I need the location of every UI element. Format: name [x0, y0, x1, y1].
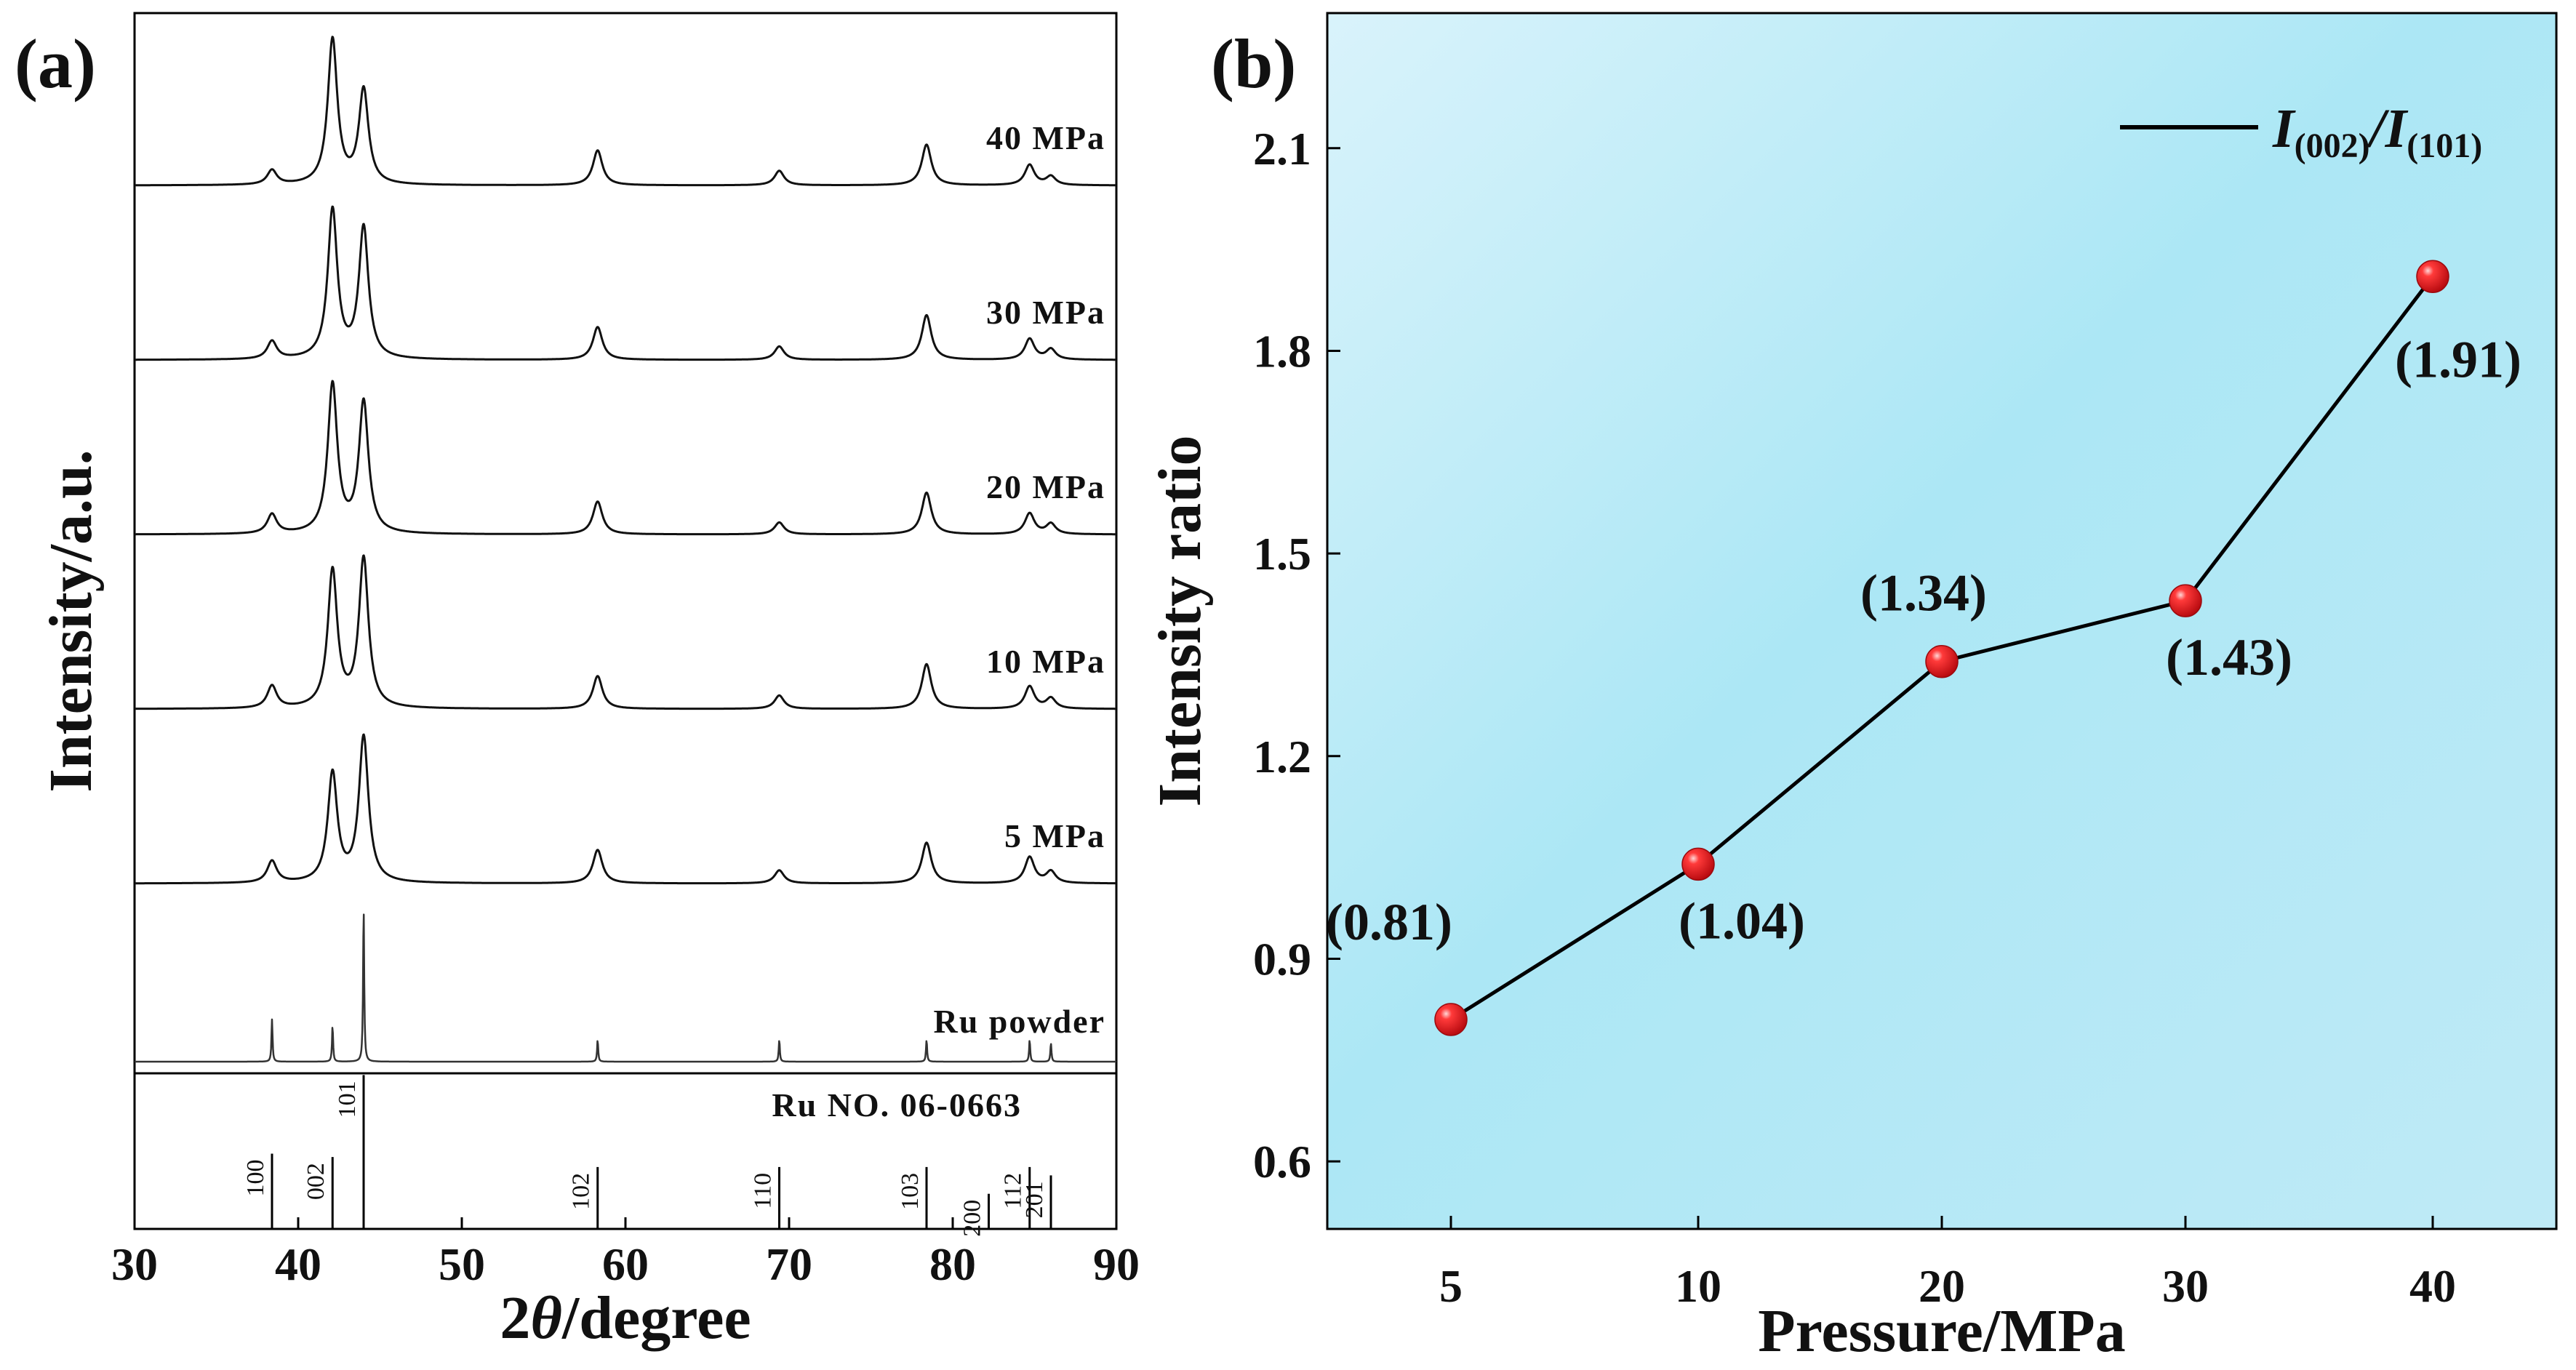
reference-hkl-label-200: 200 [959, 1200, 986, 1237]
xrd-trace-20-mpa [134, 380, 1117, 536]
panel-a-x-tick-label: 40 [275, 1238, 321, 1290]
panel-b-y-tick-label: 1.5 [1253, 528, 1311, 580]
panel-b-label: (b) [1211, 25, 1296, 103]
reference-hkl-label-112: 112 [1000, 1173, 1027, 1209]
xrd-trace-30-mpa [134, 205, 1117, 361]
ratio-point-10mpa [1681, 847, 1715, 881]
panel-b-legend: I(002)/I(101) [2120, 98, 2482, 165]
panel-b-x-tick-label: 10 [1675, 1260, 1721, 1312]
series-label-10mpa: 10 MPa [986, 643, 1105, 680]
panel-b-y-tick-label: 1.8 [1253, 325, 1311, 377]
reference-hkl-label-201: 201 [1021, 1181, 1048, 1218]
series-label-40mpa: 40 MPa [986, 119, 1105, 156]
series-label-5mpa: 5 MPa [1004, 817, 1105, 854]
panel-b-x-ticks: 5 10 20 30 40 [1439, 1216, 2456, 1312]
ratio-data-label-40mpa: (1.91) [2395, 330, 2521, 388]
reference-card-label: Ru NO. 06-0663 [772, 1086, 1022, 1123]
panel-b-ratio-chart: (b) I(002)/I(101) 0.6 0.9 1.2 1.5 1.8 2.1 5 10… [1146, 12, 2558, 1365]
ratio-data-labels: (0.81) (1.04) (1.34) (1.43) (1.91) [1326, 330, 2521, 951]
ratio-data-label-20mpa: (1.34) [1860, 564, 1987, 622]
panel-b-y-tick-label: 1.2 [1253, 731, 1311, 782]
panel-a-xrd-chart: (a) 40 MPa 30 MPa 20 MPa 10 MPa 5 MPa Ru… [15, 12, 1140, 1352]
reference-hkl-label-110: 110 [750, 1173, 777, 1209]
ratio-data-label-30mpa: (1.43) [2166, 628, 2292, 686]
ratio-point-5mpa [1434, 1003, 1468, 1036]
panel-b-y-axis-title: Intensity ratio [1146, 436, 1214, 807]
series-label-30mpa: 30 MPa [986, 294, 1105, 331]
panel-b-y-tick-label: 0.6 [1253, 1136, 1311, 1187]
panel-a-x-axis-title: 2θ/degree [500, 1284, 751, 1352]
ratio-point-20mpa [1925, 644, 1959, 678]
xrd-trace-5-mpa [134, 733, 1117, 885]
panel-b-x-tick-label: 5 [1439, 1260, 1463, 1312]
panel-b-x-tick-label: 20 [1919, 1260, 1965, 1312]
xrd-traces [134, 36, 1117, 1063]
series-label-ru-powder: Ru powder [933, 1003, 1105, 1040]
series-label-20mpa: 20 MPa [986, 468, 1105, 505]
reference-hkl-label-103: 103 [897, 1173, 924, 1210]
reference-hkl-label-101: 101 [334, 1081, 361, 1118]
panel-a-x-tick-label: 70 [766, 1238, 812, 1290]
ratio-data-label-10mpa: (1.04) [1679, 892, 1805, 950]
panel-b-x-tick-label: 40 [2409, 1260, 2456, 1312]
panel-a-x-ticks: 30 40 50 60 70 80 90 [111, 1217, 1140, 1290]
ratio-data-label-5mpa: (0.81) [1326, 893, 1452, 951]
panel-b-y-ticks: 0.6 0.9 1.2 1.5 1.8 2.1 [1253, 123, 1340, 1187]
panel-a-x-axis: 30 40 50 60 70 80 90 2θ/degree [111, 1217, 1140, 1352]
legend-label: I(002)/I(101) [2272, 98, 2482, 165]
panel-a-y-axis-title: Intensity/a.u. [37, 449, 105, 792]
panel-a-x-tick-label: 30 [111, 1238, 158, 1290]
panel-a-x-tick-label: 90 [1093, 1238, 1140, 1290]
ratio-series-points [1434, 260, 2449, 1036]
reference-hkl-label-102: 102 [568, 1173, 595, 1210]
xrd-trace-10-mpa [134, 554, 1117, 710]
xrd-trace-ru-powder [134, 913, 1117, 1063]
reference-hkl-label-100: 100 [242, 1160, 269, 1197]
ratio-point-30mpa [2169, 584, 2202, 617]
xrd-series-labels: 40 MPa 30 MPa 20 MPa 10 MPa 5 MPa Ru pow… [772, 119, 1105, 1123]
reference-hkl-label-002: 002 [303, 1163, 329, 1200]
xrd-trace-40-mpa [134, 36, 1117, 187]
panel-a-label: (a) [15, 25, 96, 103]
panel-a-x-tick-label: 50 [439, 1238, 485, 1290]
ratio-point-40mpa [2416, 260, 2449, 294]
panel-a-plot-frame [133, 12, 1118, 1230]
panel-b-y-tick-label: 2.1 [1253, 123, 1311, 175]
panel-b-y-tick-label: 0.9 [1253, 933, 1311, 985]
panel-a-x-tick-label: 80 [929, 1238, 976, 1290]
panel-b-x-axis-title: Pressure/MPa [1758, 1297, 2125, 1365]
panel-a-x-tick-label: 60 [602, 1238, 649, 1290]
panel-b-x-tick-label: 30 [2162, 1260, 2209, 1312]
